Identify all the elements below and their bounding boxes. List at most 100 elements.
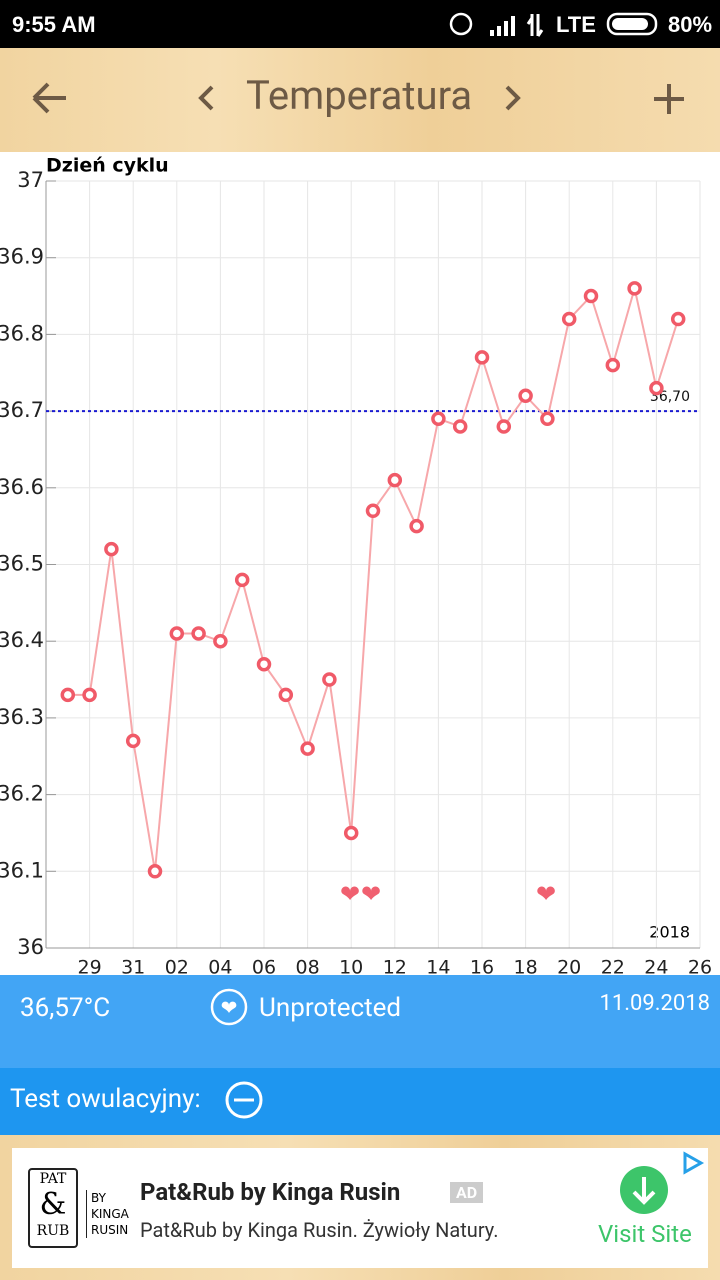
x-tick-label: 14 (426, 957, 450, 976)
data-point (540, 411, 555, 427)
x-tick-label: 18 (514, 957, 538, 976)
data-point (125, 733, 141, 749)
y-tick-label: 36.7 (0, 398, 44, 422)
series-line (67, 288, 680, 872)
ovulation-bar: Test owulacyjny: (0, 1068, 720, 1135)
x-tick-label: 20 (557, 957, 581, 976)
data-point (82, 687, 97, 703)
chart: Dzień cyklu 2018 3636.136.236.336.436.53… (0, 152, 720, 975)
y-tick-label: 36.1 (0, 858, 44, 882)
x-tick-label: 26 (688, 957, 712, 976)
x-tick-label: 29 (78, 957, 102, 976)
status: Unprotected (259, 993, 402, 1023)
data-point (387, 472, 403, 488)
data-point (627, 281, 642, 296)
logo-text: PAT (39, 1171, 67, 1187)
x-tick-label: 04 (208, 957, 232, 976)
data-point (649, 380, 664, 396)
toolbar: Temperatura (0, 48, 720, 152)
heart: ❤ (536, 880, 556, 908)
y-tick-label: 37 (17, 168, 44, 192)
data-point (431, 411, 446, 427)
logo-text: RUSIN (91, 1223, 129, 1237)
data-point (583, 288, 599, 304)
heart: ❤ (361, 880, 381, 908)
ad-card[interactable]: PAT & RUB BY KINGA RUSIN Pat&Rub by King… (12, 1148, 708, 1268)
add-button[interactable] (652, 82, 686, 116)
data-point (256, 656, 272, 672)
data-point (343, 825, 359, 841)
x-tick-label: 22 (601, 957, 625, 976)
data-point (605, 357, 621, 373)
heart-icon: ❤ (210, 988, 248, 1026)
data-point (496, 419, 512, 434)
y-tick-label: 36.9 (0, 245, 44, 269)
ad-area: PAT & RUB BY KINGA RUSIN Pat&Rub by King… (0, 1135, 720, 1280)
logo-text: BY (91, 1191, 106, 1205)
svg-text:❤: ❤ (221, 996, 238, 1020)
status-icons (449, 12, 544, 37)
logo-text: RUB (36, 1223, 70, 1239)
adchoices-icon[interactable] (680, 1150, 706, 1176)
data-point (147, 864, 163, 879)
ad-cta-icon[interactable] (620, 1166, 668, 1214)
y-tick-label: 36.2 (0, 782, 44, 806)
data-point (409, 518, 424, 534)
ad-badge: AD (450, 1182, 484, 1203)
y-tick-label: 36 (17, 935, 44, 959)
data-point (169, 626, 185, 641)
data-point (234, 572, 250, 588)
title: Temperatura (246, 72, 473, 119)
data-point (452, 419, 468, 434)
data-point (60, 687, 76, 703)
x-tick-label: 31 (121, 957, 145, 976)
x-tick-label: 24 (644, 957, 668, 976)
ad-cta[interactable]: Visit Site (598, 1220, 692, 1248)
heart: ❤ (340, 880, 360, 908)
battery: 80% (668, 12, 713, 37)
battery-icon (606, 12, 658, 36)
data-point (670, 311, 686, 327)
data-point (104, 541, 119, 557)
data-point (518, 388, 533, 404)
hearts: ❤ ❤ ❤ (340, 880, 556, 908)
y-axis-title: Dzień cyklu (46, 155, 169, 177)
ad-logo-by: BY KINGA RUSIN (86, 1190, 129, 1238)
y-tick-label: 36.5 (0, 552, 44, 576)
status-bar: 9:55 AM LTE 80% (0, 0, 720, 48)
ad-title: Pat&Rub by Kinga Rusin (140, 1178, 401, 1206)
ad-logo: PAT & RUB (28, 1168, 78, 1248)
back-button[interactable] (30, 80, 70, 116)
x-tick-label: 02 (165, 957, 189, 976)
network: LTE (556, 12, 596, 37)
date: 11.09.2018 (599, 991, 710, 1016)
x-tick-label: 12 (383, 957, 407, 976)
temperature: 36,57°C (20, 993, 111, 1023)
y-tick-label: 36.8 (0, 321, 44, 345)
x-tick-label: 06 (252, 957, 276, 976)
y-tick-label: 36.4 (0, 628, 44, 652)
data-point (213, 633, 228, 649)
year-label: 2018 (649, 923, 690, 942)
ovulation-label: Test owulacyjny: (10, 1084, 201, 1114)
ad-text: Pat&Rub by Kinga Rusin. Żywioły Natury. (140, 1218, 499, 1242)
x-tick-label: 08 (296, 957, 320, 976)
summary-bar: 36,57°C ❤ Unprotected 11.09.2018 (0, 975, 720, 1068)
logo-text: & (39, 1187, 67, 1222)
next-button[interactable] (502, 84, 524, 112)
time: 9:55 AM (12, 12, 96, 37)
x-tick-label: 16 (470, 957, 494, 976)
x-tick-label: 10 (339, 957, 363, 976)
data-point (322, 672, 337, 687)
logo-text: KINGA (91, 1207, 129, 1221)
y-tick-label: 36.6 (0, 475, 44, 499)
data-point (300, 741, 315, 756)
data-point (191, 626, 206, 641)
y-tick-label: 36.3 (0, 705, 44, 729)
prev-button[interactable] (196, 84, 218, 112)
data-point (561, 311, 577, 327)
data-point (365, 503, 381, 519)
data-point (474, 350, 490, 365)
ovulation-toggle[interactable] (224, 1080, 264, 1120)
